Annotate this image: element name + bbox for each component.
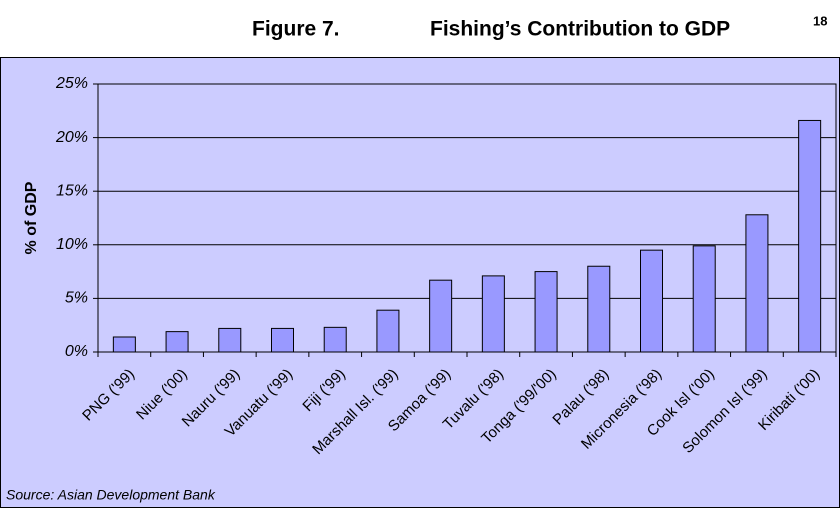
bar [640,249,663,353]
y-tick-label: 0% [65,343,88,360]
y-tick-label: 25% [55,75,88,92]
bar [745,214,769,353]
y-axis-label: % of GDP [23,181,40,254]
y-tick-label: 15% [56,182,88,199]
bar [271,327,294,353]
y-tick-label: 5% [65,290,88,307]
chart-title: Fishing’s Contribution to GDP [430,18,730,41]
bar [429,279,453,353]
figure-label: Figure 7. [252,18,340,41]
title-footnote: 18 [813,13,827,28]
source-note: Source: Asian Development Bank [6,487,216,503]
bar [323,326,347,353]
bar [165,331,189,353]
bar [534,271,558,353]
bar [376,309,400,353]
bar [587,265,611,353]
y-tick-label: 10% [56,236,88,253]
bar [481,275,505,353]
bar [798,119,822,353]
bar [218,327,242,353]
plot-area [97,83,837,353]
bar [692,245,716,353]
y-tick-label: 20% [55,129,88,146]
bar [112,336,136,353]
